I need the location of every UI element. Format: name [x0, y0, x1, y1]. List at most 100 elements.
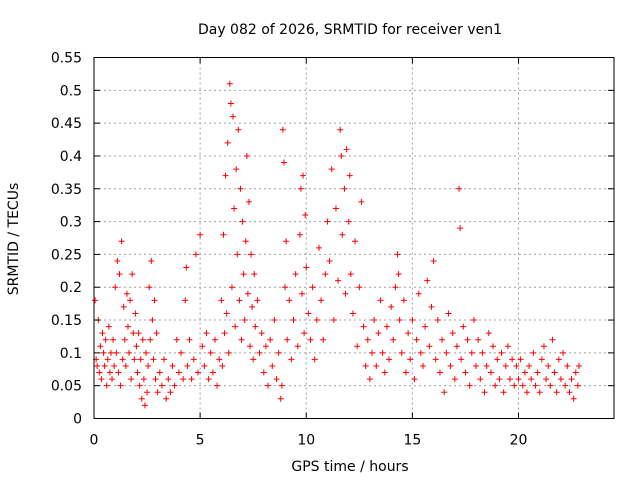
data-point — [311, 356, 318, 363]
data-point — [540, 343, 547, 350]
x-tick-label: 15 — [403, 433, 421, 449]
data-point — [137, 356, 144, 363]
data-point — [223, 310, 230, 317]
data-point — [138, 395, 145, 402]
data-point — [504, 343, 511, 350]
data-point — [564, 362, 571, 369]
data-point — [135, 330, 142, 337]
data-point — [326, 257, 333, 264]
grid — [94, 57, 614, 419]
data-point — [184, 362, 191, 369]
data-point — [130, 330, 137, 337]
data-point — [553, 389, 560, 396]
data-point — [294, 343, 301, 350]
data-point — [460, 323, 467, 330]
data-point — [282, 284, 289, 291]
y-tick-label: 0.5 — [60, 83, 82, 99]
data-point — [267, 336, 274, 343]
data-point — [343, 146, 350, 153]
data-point — [240, 271, 247, 278]
data-point — [122, 362, 129, 369]
data-point — [277, 395, 284, 402]
x-tick-label: 10 — [297, 433, 315, 449]
data-point — [386, 356, 393, 363]
data-point — [500, 389, 507, 396]
data-point — [158, 382, 165, 389]
data-point — [347, 271, 354, 278]
data-point — [375, 330, 382, 337]
data-point — [341, 185, 348, 192]
data-point — [169, 362, 176, 369]
data-point — [262, 343, 269, 350]
data-point — [128, 376, 135, 383]
data-point — [398, 349, 405, 356]
plot-frame — [93, 57, 615, 419]
data-point — [199, 343, 206, 350]
data-point — [119, 356, 126, 363]
data-point — [247, 343, 253, 350]
data-point — [245, 198, 252, 205]
data-point — [131, 356, 138, 363]
data-point — [269, 362, 276, 369]
data-point — [532, 382, 539, 389]
data-point — [227, 100, 234, 107]
data-point — [207, 349, 214, 356]
data-point — [283, 238, 290, 245]
data-point — [234, 251, 241, 258]
data-point — [165, 376, 172, 383]
data-point — [301, 330, 308, 337]
data-point — [231, 205, 238, 212]
data-point — [436, 369, 443, 376]
data-point — [307, 336, 314, 343]
y-tick-label: 0.05 — [51, 379, 82, 395]
data-point — [485, 330, 492, 337]
data-point — [153, 330, 160, 337]
data-point — [388, 303, 395, 310]
data-point — [98, 376, 105, 383]
data-point — [144, 389, 151, 396]
data-point — [383, 323, 390, 330]
data-point — [483, 362, 490, 369]
data-point — [575, 362, 582, 369]
data-point — [557, 376, 564, 383]
data-point — [456, 185, 463, 192]
data-point — [330, 317, 337, 324]
data-point — [238, 336, 245, 343]
data-point — [235, 126, 242, 133]
data-point — [97, 343, 104, 350]
data-point — [288, 356, 295, 363]
x-tick-label: 20 — [510, 433, 528, 449]
data-point — [415, 290, 422, 297]
data-point — [151, 297, 158, 304]
data-point — [279, 126, 286, 133]
data-point — [175, 369, 182, 376]
data-point — [379, 349, 386, 356]
data-point — [248, 251, 255, 258]
data-point — [116, 271, 123, 278]
data-point — [411, 376, 418, 383]
data-point — [146, 284, 153, 291]
data-point — [549, 336, 556, 343]
data-point — [100, 349, 107, 356]
data-point — [178, 349, 185, 356]
data-point — [413, 336, 420, 343]
data-point — [173, 336, 180, 343]
data-point — [490, 343, 497, 350]
data-point — [284, 336, 291, 343]
data-point — [156, 369, 163, 376]
data-point — [121, 336, 128, 343]
data-point — [205, 376, 212, 383]
data-point — [244, 290, 251, 297]
y-axis-ticks: 0 0.05 0.1 0.15 0.2 0.25 0.3 0.35 0.4 0.45 0.5 0.55 — [51, 51, 614, 428]
data-point — [574, 382, 581, 389]
data-point — [562, 382, 569, 389]
data-point — [133, 343, 140, 350]
data-point — [424, 277, 431, 284]
data-point — [123, 290, 130, 297]
data-point — [328, 166, 335, 173]
data-point — [475, 336, 482, 343]
data-point — [568, 376, 575, 383]
data-point — [145, 362, 152, 369]
data-point — [150, 356, 157, 363]
data-point — [110, 336, 117, 343]
